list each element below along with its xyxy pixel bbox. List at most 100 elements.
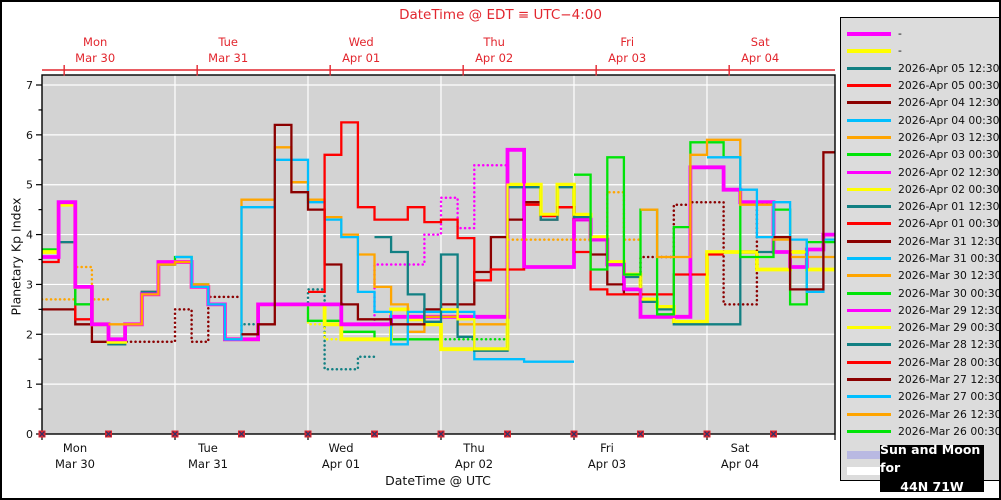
marker-cross-icon [172,431,178,437]
legend-swatch [847,343,891,347]
legend-item: 2026-Mar 27 12:30 [847,371,999,388]
legend-swatch [847,429,891,433]
edt-day-date-label: Apr 01 [342,51,380,65]
day-name-label: Wed [328,441,353,455]
y-tick-label: 3 [26,278,33,291]
legend-swatch [847,118,891,122]
legend-label: 2026-Mar 26 12:30 [898,407,1001,421]
y-tick-label: 4 [26,229,33,242]
edt-day-name-label: Wed [349,35,374,49]
legend-item: 2026-Mar 29 12:30 [847,302,999,319]
legend-swatch [847,101,891,105]
y-tick-label: 5 [26,179,33,192]
marker-cross-icon [305,431,311,437]
legend-item: - [847,25,999,42]
legend-label: 2026-Apr 03 00:30 [898,148,1000,162]
legend-swatch [847,291,891,295]
legend-item: 2026-Mar 28 00:30 [847,354,999,371]
marker-cross-icon [571,431,577,437]
x-axis-label: DateTime @ UTC [385,473,491,488]
x-axis-top-edt: Mon Mar 30 Tue Mar 31 Wed Apr 01 Thu Apr 02 Fri A… [42,35,835,76]
legend: - - 2026-Apr 05 12:30 2026-Apr 05 00:30 2026… [840,17,1001,481]
series-line-2026-Mar 31 00:30 [175,158,574,363]
legend-label: 2026-Apr 01 12:30 [898,200,1000,214]
legend-item: 2026-Apr 01 00:30 [847,215,999,232]
series-line-2026-Apr 01 00:30 [308,121,724,296]
y-tick-label: 1 [26,378,33,391]
legend-label: 2026-Mar 26 00:30 [898,424,1001,438]
day-date-label: Mar 30 [55,457,95,471]
legend-swatch [847,378,891,382]
legend-swatch [847,222,891,226]
legend-swatch [847,135,891,139]
y-tick-label: 0 [26,428,33,441]
day-date-label: Apr 01 [322,457,360,471]
legend-label: 2026-Mar 31 00:30 [898,252,1001,265]
edt-day-date-label: Mar 30 [75,51,115,65]
legend-label: 2026-Mar 29 12:30 [898,303,1001,317]
edt-day-date-label: Mar 31 [208,51,248,65]
series-line-2026-Apr 04 12:30 [773,151,835,291]
marker-cross-icon [438,431,444,437]
legend-item: 2026-Mar 31 00:30 [847,250,999,267]
x-axis-bottom: Mon Mar 30 Tue Mar 31 Wed Apr 01 Thu Apr 02 Fri A… [38,430,836,471]
legend-label: 2026-Apr 04 00:30 [898,113,1000,127]
legend-label: 2026-Apr 02 12:30 [898,165,1000,179]
legend-swatch [847,48,891,53]
legend-swatch [847,326,891,330]
legend-swatch [847,66,891,70]
y-tick-label: 7 [26,79,33,92]
y-axis-ticks: 0 1 2 3 4 5 6 7 [26,79,42,441]
legend-swatch [847,153,891,157]
legend-item: 2026-Apr 02 12:30 [847,163,999,180]
legend-swatch [847,360,891,364]
legend-label: - [898,27,902,41]
marker-cross-icon [504,431,511,437]
legend-label: 2026-Mar 30 00:30 [898,286,1001,300]
series-line-2026-Apr 01 12:30 [374,186,774,352]
legend-item: 2026-Apr 03 12:30 [847,129,999,146]
legend-item: 2026-Mar 31 12:30 [847,233,999,250]
edt-day-name-label: Tue [217,35,238,49]
marker-cross-icon [39,431,45,437]
legend-swatch [847,31,891,36]
chart-title: DateTime @ EDT ≡ UTC−4:00 [399,7,602,23]
marker-cross-icon [637,431,644,437]
edt-day-name-label: Thu [482,35,505,49]
legend-label: - [898,44,902,58]
legend-item: 2026-Apr 05 00:30 [847,77,999,94]
legend-label: 2026-Apr 03 12:30 [898,130,1000,144]
series-group [42,121,835,371]
sun-moon-label: Sun and Moon for 44N 71W [880,442,984,494]
legend-label: 2026-Mar 27 12:30 [898,373,1001,387]
legend-item: 2026-Mar 30 00:30 [847,284,999,301]
legend-swatch [847,84,891,88]
day-date-label: Apr 02 [455,457,493,471]
legend-item: 2026-Mar 26 12:30 [847,406,999,423]
legend-label: 2026-Apr 01 00:30 [898,217,1000,231]
y-tick-label: 2 [26,328,33,341]
legend-item: 2026-Mar 26 00:30 [847,423,999,440]
y-tick-label: 6 [26,129,33,142]
day-date-label: Apr 03 [588,457,626,471]
legend-item: 2026-Mar 29 00:30 [847,319,999,336]
series-line-dotted-2026-Mar 27 12:30 [107,295,243,344]
legend-swatch [847,170,891,174]
edt-day-date-label: Apr 03 [608,51,646,65]
sun-moon-line1: Sun and Moon for [880,442,981,476]
legend-label: 2026-Apr 05 12:30 [898,61,1000,75]
legend-item: 2026-Apr 03 00:30 [847,146,999,163]
edt-day-name-label: Mon [83,35,107,49]
marker-cross-icon [704,431,710,437]
legend-label: 2026-Mar 28 00:30 [898,355,1001,369]
legend-label: 2026-Mar 30 12:30 [898,269,1001,283]
legend-item: 2026-Apr 05 12:30 [847,60,999,77]
day-name-label: Fri [600,441,614,455]
legend-label: 2026-Apr 05 00:30 [898,79,1000,93]
legend-label: 2026-Apr 04 12:30 [898,96,1000,110]
series-line-2026-Apr 04 00:30 [707,156,835,294]
day-name-label: Thu [462,441,485,455]
legend-label: 2026-Mar 29 00:30 [898,321,1001,335]
legend-item: 2026-Apr 01 12:30 [847,198,999,215]
